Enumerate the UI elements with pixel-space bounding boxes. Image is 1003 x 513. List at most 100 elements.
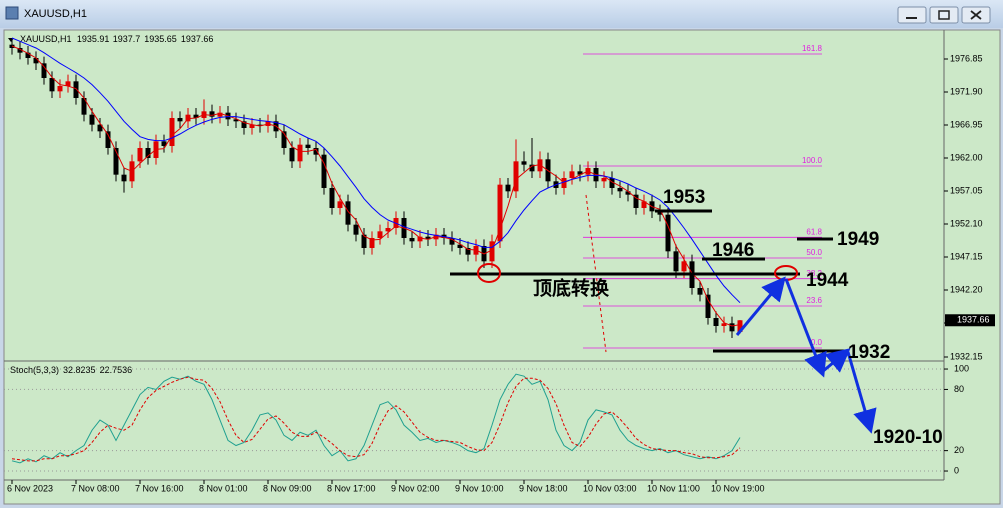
candle-body [497,184,503,242]
candle-body [89,114,95,125]
candle-body [577,171,583,175]
candle-body [537,159,543,172]
x-tick-label: 10 Nov 19:00 [711,483,765,493]
candle-body [633,194,639,208]
open-value: 1935.91 [77,34,110,44]
y-tick-label: 1947.15 [950,251,983,261]
candle-body [105,131,111,148]
level-label: 1944 [806,270,849,291]
candle-body [705,294,711,318]
candle-body [329,188,335,208]
candle-body [377,231,383,238]
candle-body [185,114,191,122]
k-value: 32.8235 [63,365,96,375]
candle-body [641,201,647,208]
fib-label: 100.0 [802,156,823,165]
candle-body [609,178,615,188]
x-tick-label: 8 Nov 09:00 [263,483,312,493]
close-value: 1937.66 [181,34,214,44]
candle-body [145,148,151,158]
candle-body [137,148,143,162]
high-value: 1937.7 [113,34,141,44]
price-tag-label: 1937.66 [957,315,990,325]
restore-button[interactable] [929,6,959,24]
candle-body [665,214,671,252]
candle-body [409,238,415,242]
x-tick-label: 10 Nov 03:00 [583,483,637,493]
chart-header: XAUUSD,H1 1935.91 1937.7 1935.65 1937.66 [20,34,213,44]
plot: 1976.85 1971.90 1966.95 1962.00 1957.05 1952.… [4,37,995,493]
candle-body [25,52,31,58]
fib-label: 161.8 [802,44,823,53]
y-tick-label: 1957.05 [950,185,983,195]
circle-marker [477,263,501,283]
indicator-header: Stoch(5,3,3) 32.8235 22.7536 [10,365,132,375]
candle-body [529,164,535,172]
candle-body [177,118,183,122]
candle-body [233,119,239,122]
y-tick-label: 1942.20 [950,284,983,294]
candle-body [681,261,687,272]
candle-body [657,211,663,215]
candle-body [449,238,455,245]
candle-body [337,201,343,208]
restore-icon [938,10,950,20]
title-bar [0,0,1003,28]
level-label: 1932 [848,342,890,363]
candle-body [425,236,431,240]
candle-body [17,48,23,53]
candle-body [57,86,63,92]
candle-body [385,228,391,232]
candle-body [81,98,87,115]
candle-body [121,174,127,182]
arrow [846,351,877,434]
x-tick-label: 10 Nov 11:00 [647,483,700,493]
candle-body [49,78,55,92]
x-tick-label: 8 Nov 01:00 [199,483,248,493]
candle-body [345,201,351,225]
x-tick-label: 6 Nov 2023 [7,483,53,493]
price-tag [945,314,995,327]
window-title: XAUUSD,H1 [24,8,87,20]
candle-body [361,234,367,248]
minimize-button[interactable] [897,6,927,24]
y-tick-label: 1932.15 [950,351,983,361]
candle-body [73,81,79,98]
y-tick-label: 80 [954,384,964,394]
candle-body [289,148,295,162]
candle-body [457,244,463,248]
x-tick-label: 9 Nov 10:00 [455,483,504,493]
candle-body [617,188,623,192]
candle-body [713,318,719,326]
candle-body [465,248,471,255]
candle-body [601,178,607,182]
candle-body [569,171,575,178]
x-tick-label: 7 Nov 08:00 [71,483,120,493]
candle-body [313,148,319,155]
candle-body [297,144,303,162]
candle-body [417,236,423,242]
candle-body [193,114,199,118]
level-label: 1949 [837,229,879,250]
candle-body [33,58,39,64]
x-tick-label: 9 Nov 18:00 [519,483,568,493]
x-tick-label: 7 Nov 16:00 [135,483,184,493]
y-tick-label: 0 [954,465,959,475]
level-label: 1953 [663,187,705,208]
candle-body [697,288,703,295]
fib-label: 38.2 [806,269,822,278]
y-tick-label: 1966.95 [950,119,983,129]
candle-body [305,144,311,148]
y-tick-label: 1952.10 [950,218,983,228]
candle-body [65,81,71,86]
candle-body [209,111,215,117]
level-label: 1920-10 [873,427,943,448]
fib-label: 61.8 [806,227,822,236]
candle-body [353,224,359,235]
candle-body [257,124,263,126]
fib-label: 0.0 [811,338,823,347]
candle-body [673,251,679,272]
y-tick-label: 100 [954,363,969,373]
moving-average [11,45,741,327]
